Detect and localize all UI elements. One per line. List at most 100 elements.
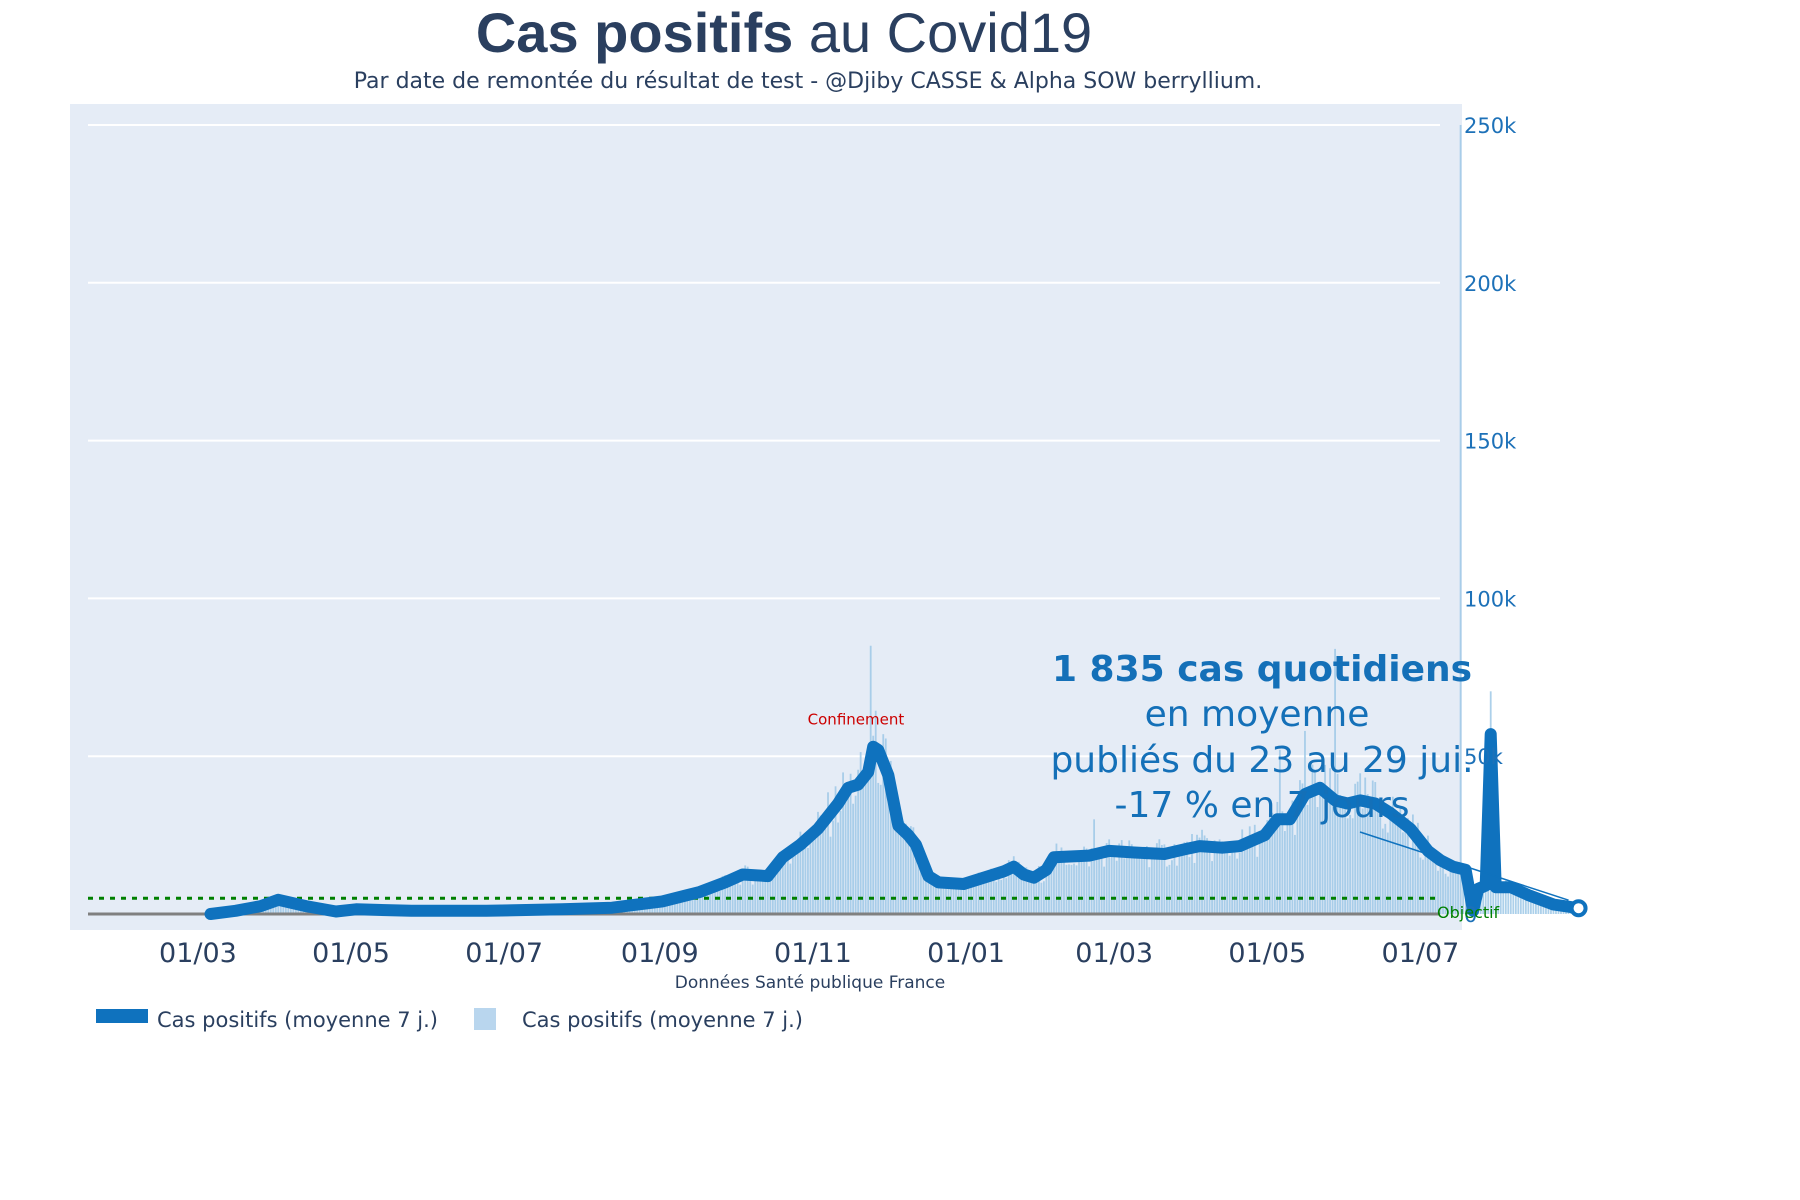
daily-bar xyxy=(658,902,661,914)
y-tick-label: 50k xyxy=(1464,745,1504,769)
x-tick-label: 01/01 xyxy=(927,938,1005,969)
daily-bar xyxy=(914,848,917,914)
daily-bar xyxy=(1381,828,1384,914)
daily-bar xyxy=(1138,857,1141,914)
daily-bar xyxy=(854,795,857,914)
x-tick-label: 01/09 xyxy=(621,938,699,969)
daily-bar xyxy=(864,766,867,914)
daily-bar xyxy=(1203,835,1206,914)
daily-bar xyxy=(1045,874,1048,914)
daily-bar xyxy=(759,873,762,914)
daily-bar xyxy=(1060,847,1063,914)
daily-bar xyxy=(1027,877,1030,914)
x-tick-label: 01/11 xyxy=(774,938,852,969)
daily-bar xyxy=(1010,861,1013,914)
daily-bar xyxy=(1452,861,1454,914)
daily-bar xyxy=(764,880,767,914)
daily-bar xyxy=(1150,858,1153,914)
daily-bar xyxy=(1188,857,1191,914)
daily-bar xyxy=(784,862,787,914)
daily-bar xyxy=(1236,858,1239,914)
daily-bar xyxy=(917,842,920,914)
daily-bar xyxy=(957,887,960,914)
daily-bar xyxy=(1401,832,1404,914)
daily-bar xyxy=(1361,808,1364,914)
daily-bar xyxy=(1055,843,1058,914)
daily-bar xyxy=(1351,818,1354,914)
daily-bar xyxy=(1263,826,1266,914)
daily-bar xyxy=(1529,896,1532,914)
daily-bar xyxy=(822,819,824,914)
daily-bar xyxy=(1201,829,1203,914)
daily-bar xyxy=(791,854,794,914)
daily-bar xyxy=(1128,840,1131,914)
daily-bar xyxy=(1268,813,1271,914)
daily-bar xyxy=(1462,875,1465,914)
daily-bar xyxy=(995,881,998,914)
summary-line-1: 1 835 cas quotidiens xyxy=(1052,649,1472,690)
daily-bar xyxy=(1226,848,1229,914)
daily-bar xyxy=(1517,885,1520,914)
daily-bar xyxy=(1083,846,1085,914)
daily-bar xyxy=(1524,892,1527,914)
x-tick-label: 01/05 xyxy=(312,938,390,969)
daily-bar xyxy=(1309,793,1311,914)
daily-bar xyxy=(1223,841,1226,914)
daily-bar xyxy=(1271,812,1274,914)
daily-bar xyxy=(1148,867,1151,914)
daily-bar xyxy=(952,882,955,914)
daily-bar xyxy=(807,847,809,914)
daily-bar xyxy=(1050,853,1053,914)
daily-bar xyxy=(1065,864,1068,914)
daily-bar xyxy=(1432,851,1434,914)
daily-bar xyxy=(741,872,744,914)
daily-bar xyxy=(756,873,759,914)
daily-bar xyxy=(1206,838,1208,914)
daily-bar xyxy=(1110,853,1113,914)
daily-bar xyxy=(874,710,877,914)
daily-bar xyxy=(1020,870,1023,914)
daily-bar xyxy=(769,877,772,914)
daily-bar xyxy=(1321,782,1324,914)
daily-bar xyxy=(799,831,802,914)
daily-bar xyxy=(1103,866,1106,914)
daily-bar xyxy=(1379,807,1382,914)
daily-bar xyxy=(1123,858,1126,914)
average-line xyxy=(204,728,1585,920)
daily-bar xyxy=(724,875,727,914)
x-tick-label: 01/03 xyxy=(159,938,237,969)
daily-bar xyxy=(1261,829,1264,914)
daily-bar xyxy=(844,794,847,914)
legend: Cas positifs (moyenne 7 j.) Cas positifs… xyxy=(96,1008,803,1032)
daily-bar xyxy=(1442,866,1444,914)
x-tick-label: 01/03 xyxy=(1075,938,1153,969)
legend-item-bar[interactable]: Cas positifs (moyenne 7 j.) xyxy=(474,1008,803,1032)
daily-bar xyxy=(892,784,895,914)
daily-bar xyxy=(937,876,940,914)
daily-bar xyxy=(1316,807,1319,914)
daily-bar xyxy=(1093,819,1096,914)
daily-bar xyxy=(1334,648,1336,914)
daily-bar xyxy=(1196,834,1198,914)
daily-bar xyxy=(882,734,885,914)
daily-bar xyxy=(1502,891,1505,914)
daily-bar xyxy=(761,877,764,914)
daily-bar xyxy=(869,645,872,914)
daily-bar xyxy=(847,783,850,914)
daily-bar xyxy=(925,859,927,914)
chart-title-rest: au Covid19 xyxy=(793,1,1092,64)
daily-bar xyxy=(1168,864,1171,914)
daily-bar xyxy=(809,840,812,914)
daily-bar xyxy=(1118,843,1121,914)
legend-item-line[interactable]: Cas positifs (moyenne 7 j.) xyxy=(96,1008,438,1032)
daily-bar xyxy=(736,874,739,914)
daily-bar xyxy=(814,830,817,914)
daily-bar xyxy=(1198,837,1201,914)
daily-bar xyxy=(927,879,930,914)
daily-bar xyxy=(1058,852,1060,914)
daily-bar xyxy=(1319,787,1321,914)
daily-bar xyxy=(1113,855,1116,914)
daily-bar xyxy=(967,877,970,914)
daily-bar xyxy=(1017,861,1020,914)
daily-bar xyxy=(1540,900,1542,914)
